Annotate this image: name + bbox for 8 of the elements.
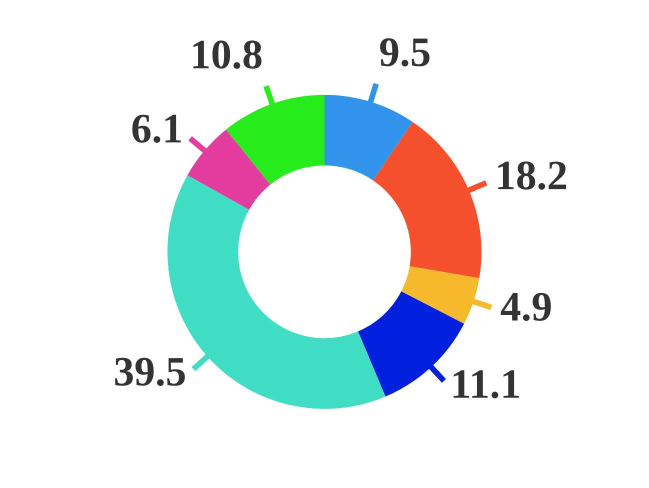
data-label: 4.9 [500,292,551,322]
data-label: 9.5 [380,38,430,66]
data-label: 18.2 [498,161,566,190]
data-label: 11.1 [454,370,519,398]
data-label: 10.8 [193,40,262,69]
data-label: 6.1 [132,114,181,143]
donut-slice [187,130,270,210]
data-label: 39.5 [115,358,185,386]
